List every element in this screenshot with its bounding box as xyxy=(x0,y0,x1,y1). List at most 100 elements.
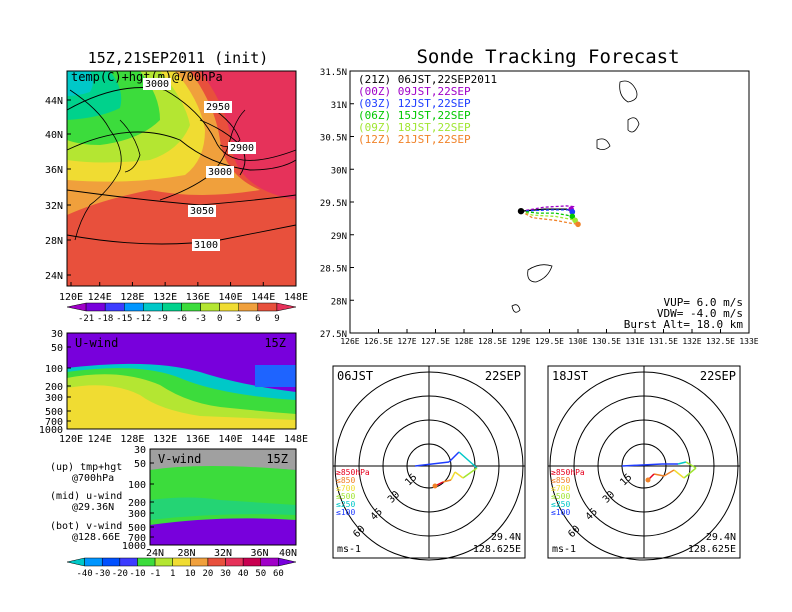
level-legend-item: ≤850 xyxy=(551,476,570,485)
hodograph-trace xyxy=(653,473,665,477)
pressure-tick-label: 500 xyxy=(45,407,63,418)
lat-tick-label: 24N xyxy=(45,271,63,282)
colorbar-label: -10 xyxy=(129,569,145,579)
lat-tick-label: 31N xyxy=(331,101,347,111)
hodograph-trace xyxy=(442,479,452,483)
pressure-tick-label: 300 xyxy=(128,509,146,520)
hodograph-trace xyxy=(448,451,460,463)
u-wind-panel xyxy=(66,332,297,430)
lon-tick-label: 133E xyxy=(739,337,758,346)
pressure-tick-label: 200 xyxy=(45,382,63,393)
contour-label-bg xyxy=(206,166,234,178)
hodograph-left: 06JST 22SEP15304560ms-129.4N128.625E≥850h… xyxy=(332,365,526,561)
colorbar-label: 30 xyxy=(220,569,231,579)
pressure-tick-label: 500 xyxy=(128,523,146,534)
colorbar-swatch xyxy=(238,302,259,312)
colorbar-label: -40 xyxy=(76,569,92,579)
lat-tick-label: 27.5N xyxy=(320,330,347,340)
pressure-tick-label: 30 xyxy=(134,445,146,456)
colorbar-swatch xyxy=(278,557,297,567)
hodograph-trace xyxy=(458,451,478,469)
lon-tick-label: 130E xyxy=(568,337,587,346)
colorbar-label: -6 xyxy=(176,314,187,324)
lon-tick-label: 132E xyxy=(153,434,177,445)
hodograph-lon: 128.625E xyxy=(473,544,521,555)
lat-tick-label: 32N xyxy=(45,201,63,212)
forecast-legend-item: (00Z) 09JST,22SEP xyxy=(358,85,471,98)
hodograph-trace xyxy=(621,463,663,467)
lat-tick-label: 28N xyxy=(177,548,195,559)
lon-tick-label: 120E xyxy=(59,434,83,445)
lat-tick-label: 36N xyxy=(45,165,63,176)
pressure-tick-label: 30 xyxy=(51,329,63,340)
lon-tick-label: 128.5E xyxy=(478,337,507,346)
pressure-tick-label: 300 xyxy=(45,393,63,404)
hodograph-trace xyxy=(673,469,685,479)
lon-tick-label: 126E xyxy=(340,337,359,346)
colorbar-swatch xyxy=(219,302,239,312)
hodograph-endpoint xyxy=(645,477,651,483)
lon-tick-label: 140E xyxy=(219,434,243,445)
lat-tick-label: 36N xyxy=(250,548,268,559)
forecast-legend-item: (21Z) 06JST,22SEP2011 xyxy=(358,73,497,86)
hodograph-time: 06JST xyxy=(337,369,373,383)
lat-tick-label: 44N xyxy=(45,96,63,107)
colorbar-swatch xyxy=(154,557,173,567)
level-legend-item: ≤250 xyxy=(336,500,355,509)
colorbar-swatch xyxy=(200,302,220,312)
forecast-legend-item: (09Z) 18JST,22SEP xyxy=(358,121,471,134)
colorbar-label: 1 xyxy=(170,569,175,579)
param-vup: VUP= 6.0 m/s xyxy=(664,296,743,309)
colorbar-swatch xyxy=(207,557,226,567)
param-vdw: VDW= -4.0 m/s xyxy=(657,307,743,320)
track-endpoint xyxy=(575,221,581,228)
colorbar-label: -18 xyxy=(97,314,113,324)
colorbar-label: -9 xyxy=(157,314,168,324)
contour-label: 3000 xyxy=(145,79,169,90)
colorbar-label: -12 xyxy=(135,314,151,324)
legend-up: (up) tmp+hgt xyxy=(50,462,122,473)
contour-label: 2900 xyxy=(230,143,254,154)
hodograph-trace xyxy=(663,469,675,477)
colorbar-label: 9 xyxy=(274,314,279,324)
colorbar-label: -30 xyxy=(94,569,110,579)
pressure-tick-label: 700 xyxy=(45,417,63,428)
colorbar-swatch xyxy=(181,302,201,312)
lon-tick-label: 140E xyxy=(219,292,243,303)
lon-tick-label: 120E xyxy=(59,292,83,303)
lon-tick-label: 144E xyxy=(251,434,275,445)
launch-point xyxy=(517,207,525,215)
colorbar-label: -21 xyxy=(78,314,94,324)
lon-tick-label: 131.5E xyxy=(649,337,678,346)
track-panel xyxy=(349,70,750,334)
level-legend-item: ≤250 xyxy=(551,500,570,509)
pressure-tick-label: 100 xyxy=(128,480,146,491)
lon-tick-label: 132E xyxy=(682,337,701,346)
contour-label-bg xyxy=(204,101,232,113)
lat-tick-label: 30N xyxy=(331,166,347,176)
colorbar-swatch xyxy=(190,557,209,567)
colorbar-label: 6 xyxy=(255,314,260,324)
u-wind-time: 15Z xyxy=(264,336,286,350)
contour-label: 2950 xyxy=(206,102,230,113)
lon-tick-label: 136E xyxy=(186,292,210,303)
lon-tick-label: 148E xyxy=(284,434,308,445)
colorbar-swatch xyxy=(260,557,279,567)
island-outline xyxy=(627,117,640,133)
level-legend-item: ≥850hPa xyxy=(336,468,370,477)
legend-mid: (mid) u-wind xyxy=(50,491,122,502)
forecast-legend-item: (03Z) 12JST,22SEP xyxy=(358,97,471,110)
level-legend-item: ≤700 xyxy=(336,484,355,493)
legend-bot-lon: @128.66E xyxy=(72,532,120,543)
hodograph-right: 18JST 22SEP15304560ms-129.4N128.625E≥850h… xyxy=(547,365,741,561)
colorbar-swatch xyxy=(66,302,87,312)
lon-tick-label: 128E xyxy=(120,292,144,303)
colorbar-swatch xyxy=(143,302,163,312)
contour-label-bg xyxy=(143,78,171,90)
colorbar-swatch xyxy=(84,557,103,567)
lon-tick-label: 127.5E xyxy=(421,337,450,346)
track-line xyxy=(520,210,573,218)
level-legend-item: ≤500 xyxy=(336,492,355,501)
wind-colorbar: -40 -30 -20 -10 -1 1 10 20 30 40 50 60 xyxy=(66,557,297,579)
lon-tick-label: 128E xyxy=(120,434,144,445)
